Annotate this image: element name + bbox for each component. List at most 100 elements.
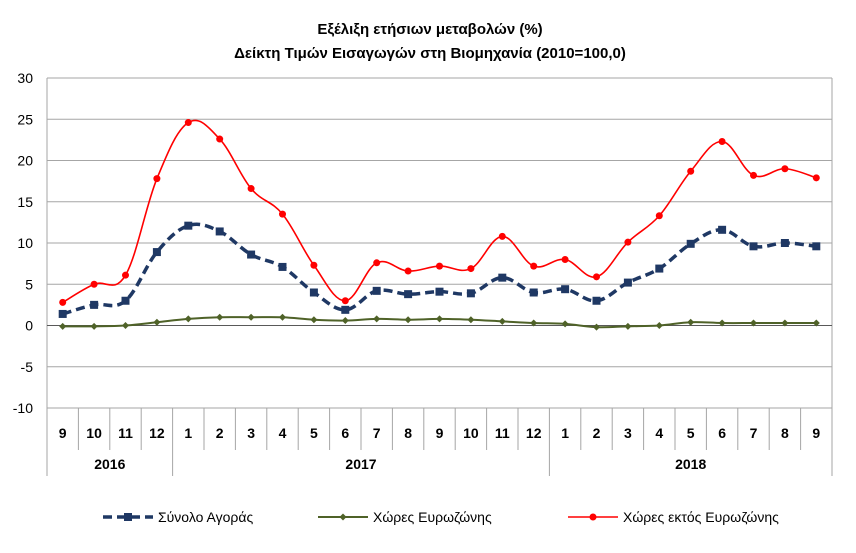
- data-point: [467, 316, 475, 324]
- x-tick-label: 9: [812, 425, 820, 441]
- data-point: [435, 287, 444, 296]
- x-tick-label: 11: [495, 425, 510, 441]
- data-point: [529, 288, 538, 297]
- data-point: [686, 239, 695, 248]
- y-tick-label: 30: [17, 70, 33, 86]
- data-point: [215, 227, 224, 236]
- data-point: [718, 319, 726, 327]
- data-point: [718, 225, 727, 234]
- data-point: [466, 289, 475, 298]
- data-point: [718, 138, 726, 146]
- data-point: [780, 239, 789, 247]
- data-point: [530, 319, 538, 327]
- y-tick-label: 25: [17, 111, 33, 127]
- x-tick-label: 4: [279, 425, 287, 441]
- data-point: [309, 288, 318, 297]
- legend-marker: [339, 513, 347, 521]
- data-point: [341, 297, 349, 305]
- y-axis-ticks: 30 25 20 15 10 5 0 -5 -10: [13, 70, 33, 416]
- series-2: [59, 313, 820, 331]
- data-point: [279, 313, 286, 321]
- data-point: [812, 174, 820, 182]
- data-point: [750, 319, 757, 327]
- chart-title: Εξέλιξη ετήσιων μεταβολών (%): [317, 21, 542, 38]
- data-point: [373, 315, 381, 323]
- x-tick-label: 2: [593, 425, 601, 441]
- data-point: [404, 316, 412, 324]
- data-point: [498, 232, 506, 240]
- x-tick-label: 3: [624, 425, 632, 441]
- data-point: [467, 265, 475, 273]
- data-point: [404, 267, 412, 275]
- data-point: [498, 317, 506, 325]
- x-tick-label: 7: [373, 425, 381, 441]
- y-tick-label: 5: [25, 276, 33, 292]
- data-point: [372, 286, 381, 295]
- data-point: [687, 318, 695, 326]
- data-point: [90, 322, 98, 330]
- y-tick-label: 20: [17, 153, 33, 169]
- data-point: [153, 175, 161, 183]
- y-tick-label: 15: [17, 194, 33, 210]
- data-point: [216, 135, 224, 143]
- x-tick-label: 12: [149, 425, 165, 441]
- data-point: [404, 290, 413, 299]
- data-point: [561, 285, 570, 294]
- legend-label: Σύνολο Αγοράς: [158, 509, 253, 525]
- x-tick-label: 8: [781, 425, 789, 441]
- data-point: [373, 259, 381, 267]
- x-tick-label: 2: [216, 425, 224, 441]
- data-point: [216, 313, 224, 321]
- data-point: [59, 298, 67, 306]
- data-point: [655, 264, 664, 273]
- x-tick-label: 4: [655, 425, 663, 441]
- data-point: [561, 256, 569, 263]
- data-point: [184, 315, 192, 323]
- data-point: [781, 319, 789, 327]
- x-tick-label: 1: [184, 425, 192, 441]
- data-point: [279, 210, 286, 218]
- y-tick-label: 10: [17, 235, 33, 251]
- data-point: [278, 262, 287, 271]
- data-point: [90, 300, 99, 309]
- data-point: [561, 320, 569, 328]
- x-tick-label: 11: [118, 425, 133, 441]
- x-tick-label: 6: [718, 425, 726, 441]
- data-point: [750, 171, 757, 179]
- data-point: [122, 271, 129, 279]
- data-point: [623, 278, 632, 287]
- data-point: [687, 167, 695, 175]
- legend: Σύνολο Αγοράς Χώρες Ευρωζώνης Χώρες εκτός …: [103, 509, 779, 525]
- data-point: [812, 319, 820, 327]
- legend-marker: [124, 513, 132, 521]
- data-point: [749, 242, 758, 251]
- data-point: [436, 315, 443, 323]
- data-point: [436, 262, 443, 270]
- data-point: [184, 221, 193, 230]
- x-tick-label: 6: [341, 425, 349, 441]
- data-point: [184, 119, 192, 127]
- legend-marker: [589, 513, 597, 521]
- data-point: [593, 323, 600, 331]
- data-point: [247, 250, 256, 259]
- x-tick-label: 10: [86, 425, 102, 441]
- data-point: [121, 296, 130, 305]
- x-tick-label: 5: [687, 425, 695, 441]
- data-point: [247, 313, 255, 321]
- data-point: [310, 261, 318, 269]
- data-point: [153, 318, 161, 326]
- legend-item: Χώρες εκτός Ευρωζώνης: [568, 509, 779, 525]
- data-point: [90, 280, 98, 288]
- data-point: [624, 238, 632, 246]
- data-point: [122, 322, 129, 329]
- data-point: [498, 273, 507, 282]
- x-tick-label: 12: [526, 425, 542, 441]
- data-point: [655, 322, 663, 329]
- year-label: 2016: [94, 456, 125, 472]
- chart-subtitle: Δείκτη Τιμών Εισαγωγών στη Βιομηχανία (2…: [234, 45, 626, 62]
- data-point: [59, 322, 67, 330]
- series-1: [58, 221, 821, 318]
- legend-item: Χώρες Ευρωζώνης: [318, 509, 492, 525]
- year-label: 2018: [675, 456, 706, 472]
